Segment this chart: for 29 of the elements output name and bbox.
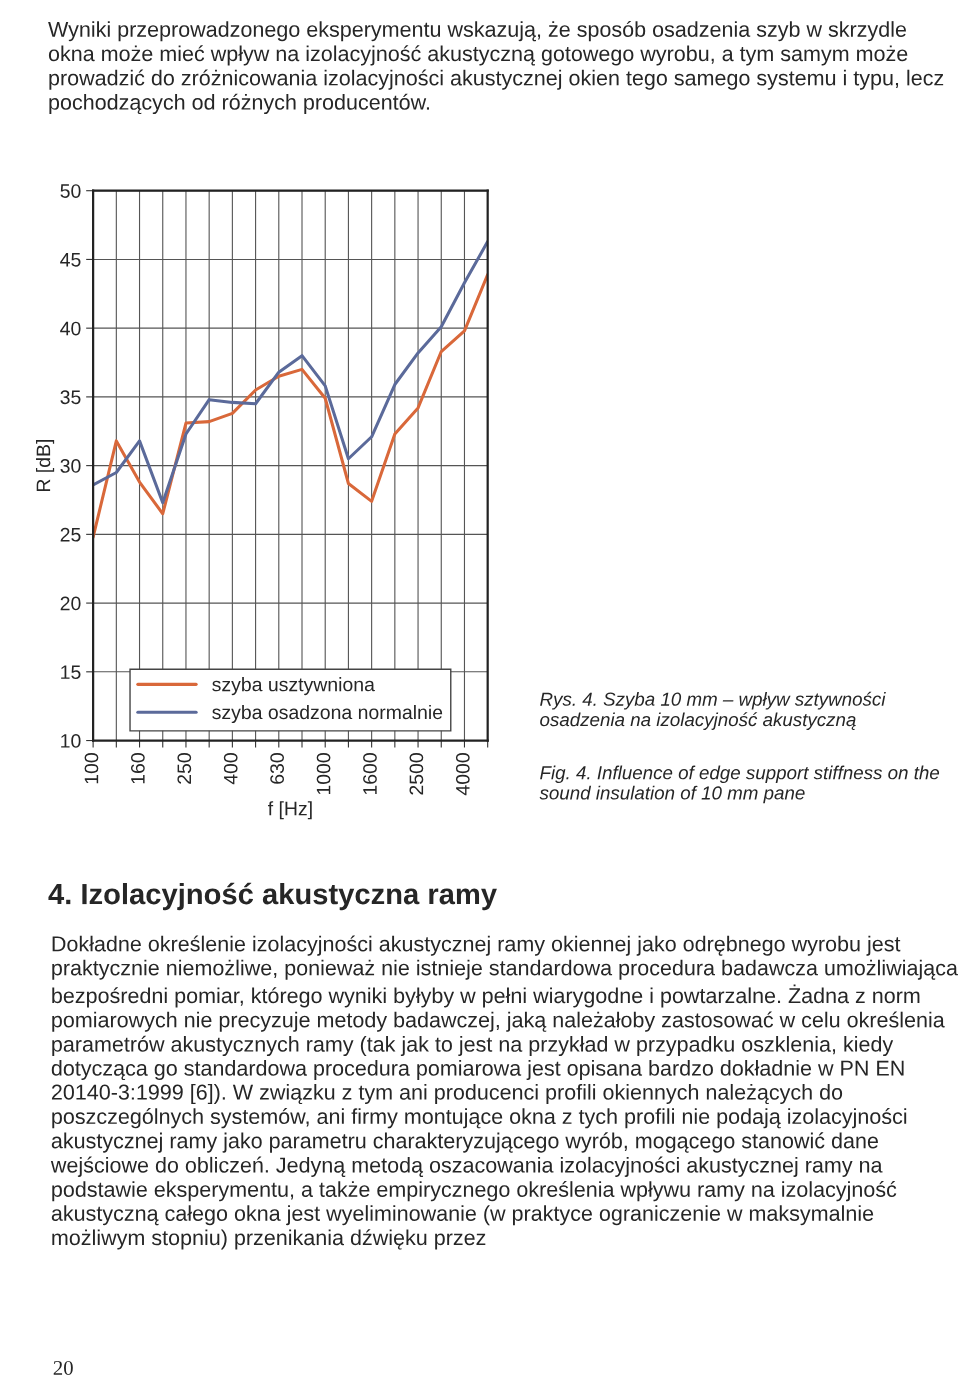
text: Dokładne określenie izolacyjności akustycznej ramy okiennej jako odrębnego wyrobu jest praktycznie niemożliwe, ponieważ nie istnieje standardowa procedura badawcza umożliwiająca bezpośredni pomiar, którego wyniki byłyby w pełni wiarygodne i powtarzalne. Żadna z norm pomiarowych nie precyzuje metody badawczej, jaką należałoby zastosować w celu określenia parametrów akustycznych ramy (tak jak to jest na przykład w przypadku oszklenia, kiedy dotycząca go standardowa procedura pomiarowa jest opisana bardzo dokładnie w PN EN 20140-3:1999 [6]). W związku z tym ani producenci profili okiennych należących do poszczególnych systemów, ani firmy montujące okna z tych profili nie podają izolacyjności akustycznej ramy jako parametru charakteryzującego wyrób, mogącego stanowić dane wejściowe do obliczeń. Jedyną metodą oszacowania izolacyjności akustycznej ramy na podstawie eksperymentu, a także empirycznego określenia wpływu ramy na izolacyjność akustyczną całego okna jest wyeliminowanie (w praktyce ograniczenie w maksymalnie możliwym stopniu) przenikania dźwięku przez: [50, 935, 958, 1250]
text: Rys. 4. Szyba 10 mm – wpływ sztywności osadzenia na izolacyjność akustyczną: [540, 691, 886, 730]
y-axis-title: R [dB]: [36, 439, 55, 492]
y-tick-label: 50: [60, 184, 81, 198]
x-tick-label: 160: [130, 753, 145, 784]
text: 4. Izolacyjność akustyczna ramy: [48, 882, 497, 911]
y-tick-label: 30: [60, 459, 81, 473]
x-tick-label: 400: [223, 753, 238, 785]
y-tick-label: 10: [61, 734, 81, 748]
caption: Fig. 4. Influence of edge support stiffness on the sound insulation of 10 mm pane: [539, 765, 940, 804]
line-series: [93, 240, 488, 505]
x-tick-label: 250: [177, 753, 192, 784]
y-tick-label: 25: [60, 527, 81, 542]
y-tick-label: 15: [61, 665, 81, 680]
x-axis-title: f [Hz]: [267, 801, 312, 820]
legend-label: szyba usztywniona: [212, 677, 375, 696]
x-tick-label: 2500: [409, 753, 424, 795]
x-tick-label: 630: [270, 753, 285, 784]
y-tick-label: 20: [60, 596, 81, 611]
x-tick-label: 4000: [455, 753, 470, 796]
line-series: [93, 273, 488, 539]
text: Wyniki przeprowadzonego eksperymentu wskazują, że sposób osadzenia szyb w skrzydle okna może mieć wpływ na izolacyjność akustyczną gotowego wyrobu, a tym samym może prowadzić do zróżnicowania izolacyjności akustycznej okien tego samego systemu i typu, lecz pochodzących od różnych producentów.: [48, 20, 944, 115]
y-tick-label: 35: [60, 390, 81, 405]
x-tick-label: 1000: [316, 753, 331, 795]
legend-label: szyba osadzona normalnie: [212, 704, 443, 724]
y-tick-label: 45: [60, 253, 81, 267]
x-tick-label: 100: [84, 753, 99, 784]
y-tick-label: 40: [60, 321, 81, 336]
x-tick-label: 1600: [363, 753, 377, 795]
